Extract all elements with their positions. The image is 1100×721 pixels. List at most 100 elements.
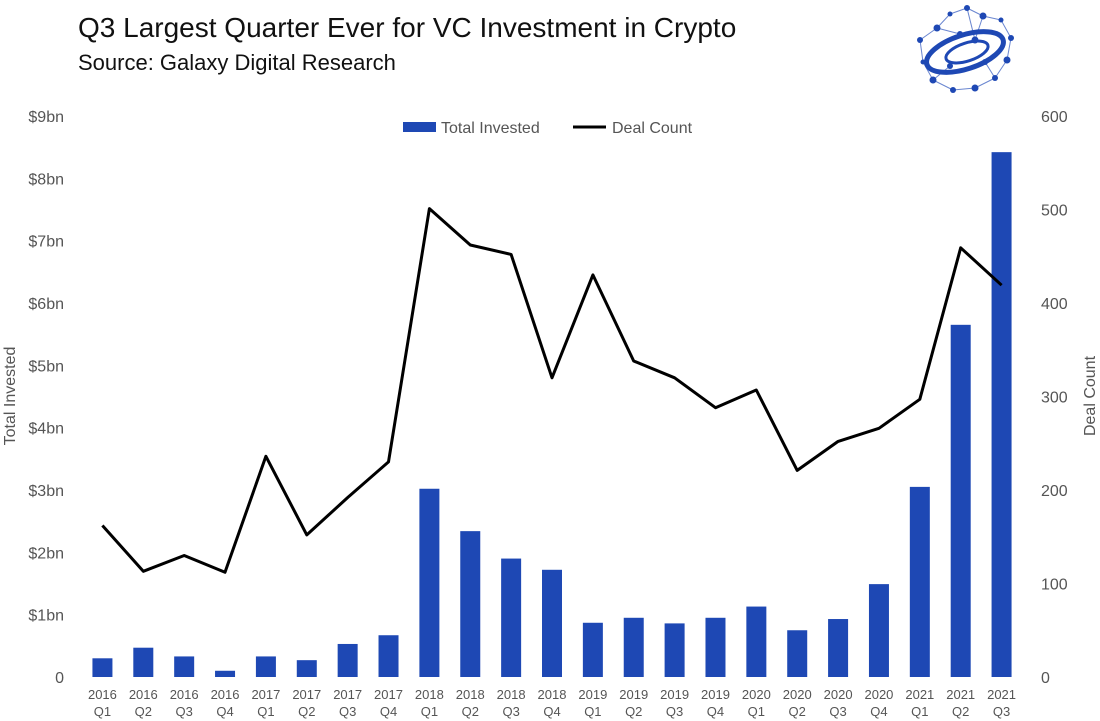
y-axis-left: 0 $1bn $2bn $3bn $4bn $5bn $6bn $7bn $8bn $9bn	[28, 109, 64, 687]
x-tick-quarter: Q4	[380, 704, 397, 719]
bar-2017-Q1	[255, 656, 276, 677]
bar-2021-Q1	[909, 486, 930, 677]
x-tick-quarter: Q2	[298, 704, 315, 719]
bar-2019-Q1	[582, 622, 603, 677]
x-tick-year: 2017	[333, 687, 362, 702]
bar-2019-Q3	[664, 623, 685, 677]
y-axis-right: 0 100 200 300 400 500 600	[1041, 109, 1068, 687]
x-tick-year: 2019	[660, 687, 689, 702]
bar-2017-Q2	[296, 660, 317, 677]
bar-2020-Q3	[828, 619, 849, 677]
legend-label-deal-count: Deal Count	[612, 120, 693, 137]
bar-2016-Q3	[174, 656, 195, 677]
x-tick-quarter: Q1	[421, 704, 438, 719]
x-tick-year: 2018	[415, 687, 444, 702]
x-tick-year: 2021	[946, 687, 975, 702]
x-tick-year: 2018	[456, 687, 485, 702]
bar-2021-Q2	[950, 324, 971, 677]
x-tick-quarter: Q3	[993, 704, 1010, 719]
bar-2018-Q1	[419, 488, 440, 677]
y-tick-left: $7bn	[28, 234, 64, 251]
y-tick-left: $1bn	[28, 608, 64, 625]
y-tick-right: 200	[1041, 483, 1068, 500]
y-tick-left: 0	[55, 670, 64, 687]
x-tick-quarter: Q4	[543, 704, 560, 719]
y-tick-left: $4bn	[28, 421, 64, 438]
y-tick-left: $8bn	[28, 171, 64, 188]
y-tick-left: $3bn	[28, 483, 64, 500]
x-tick-quarter: Q2	[135, 704, 152, 719]
bar-2021-Q3	[991, 152, 1012, 678]
y-tick-left: $2bn	[28, 545, 64, 562]
x-tick-year: 2021	[987, 687, 1016, 702]
x-tick-year: 2016	[170, 687, 199, 702]
x-tick-year: 2019	[619, 687, 648, 702]
bar-2018-Q4	[542, 569, 562, 677]
legend-label-total-invested: Total Invested	[441, 120, 540, 137]
legend: Total Invested Deal Count	[403, 120, 693, 137]
x-tick-quarter: Q3	[829, 704, 846, 719]
x-tick-quarter: Q2	[462, 704, 479, 719]
y-tick-right: 400	[1041, 296, 1068, 313]
bar-2020-Q1	[746, 606, 767, 677]
x-tick-year: 2016	[129, 687, 158, 702]
y-tick-left: $9bn	[28, 109, 64, 126]
x-tick-year: 2021	[905, 687, 934, 702]
line-series-deal-count	[101, 207, 1003, 574]
bar-2016-Q2	[133, 647, 154, 677]
x-tick-quarter: Q4	[216, 704, 233, 719]
x-tick-quarter: Q3	[666, 704, 683, 719]
x-tick-quarter: Q4	[707, 704, 724, 719]
bar-2020-Q2	[787, 630, 808, 677]
x-tick-year: 2020	[824, 687, 853, 702]
x-tick-quarter: Q2	[952, 704, 969, 719]
x-tick-quarter: Q3	[339, 704, 356, 719]
x-tick-year: 2017	[251, 687, 280, 702]
bar-2016-Q4	[215, 670, 236, 677]
bar-2017-Q3	[337, 643, 358, 677]
y-tick-right: 300	[1041, 390, 1068, 407]
legend-swatch-total-invested	[403, 122, 436, 132]
y-tick-left: $5bn	[28, 358, 64, 375]
chart-subtitle: Source: Galaxy Digital Research	[78, 50, 396, 75]
x-tick-quarter: Q1	[257, 704, 274, 719]
x-tick-quarter: Q1	[748, 704, 765, 719]
x-tick-year: 2020	[742, 687, 771, 702]
x-tick-year: 2020	[783, 687, 812, 702]
y-axis-left-title: Total Invested	[2, 347, 19, 446]
bar-2018-Q3	[501, 558, 522, 677]
bar-2019-Q2	[623, 617, 644, 677]
x-tick-quarter: Q3	[176, 704, 193, 719]
x-tick-year: 2020	[864, 687, 893, 702]
x-tick-quarter: Q3	[502, 704, 519, 719]
galaxy-network-logo-icon	[917, 5, 1014, 93]
y-tick-right: 600	[1041, 109, 1068, 126]
bar-2020-Q4	[868, 584, 889, 677]
x-tick-year: 2016	[88, 687, 117, 702]
x-tick-year: 2019	[578, 687, 607, 702]
x-tick-year: 2017	[292, 687, 321, 702]
x-tick-quarter: Q1	[94, 704, 111, 719]
y-tick-right: 100	[1041, 577, 1068, 594]
x-tick-year: 2018	[538, 687, 567, 702]
y-tick-left: $6bn	[28, 296, 64, 313]
bar-series-total-invested	[92, 152, 1012, 678]
x-axis: 2016 Q1 2016 Q2 2016 Q3 2016 Q4 2017 Q1 2017 Q2 2017…	[88, 687, 1016, 719]
bar-2017-Q4	[378, 635, 399, 677]
bar-2019-Q4	[705, 617, 726, 677]
x-tick-year: 2019	[701, 687, 730, 702]
deal-count-line	[101, 207, 1003, 574]
x-tick-quarter: Q4	[870, 704, 887, 719]
bar-2016-Q1	[92, 658, 113, 677]
x-tick-year: 2018	[497, 687, 526, 702]
x-tick-quarter: Q2	[789, 704, 806, 719]
x-tick-year: 2016	[211, 687, 240, 702]
y-tick-right: 0	[1041, 670, 1050, 687]
y-tick-right: 500	[1041, 203, 1068, 220]
chart-title: Q3 Largest Quarter Ever for VC Investmen…	[78, 12, 737, 43]
x-tick-quarter: Q1	[911, 704, 928, 719]
bar-2018-Q2	[460, 531, 481, 677]
x-tick-year: 2017	[374, 687, 403, 702]
x-tick-quarter: Q1	[584, 704, 601, 719]
